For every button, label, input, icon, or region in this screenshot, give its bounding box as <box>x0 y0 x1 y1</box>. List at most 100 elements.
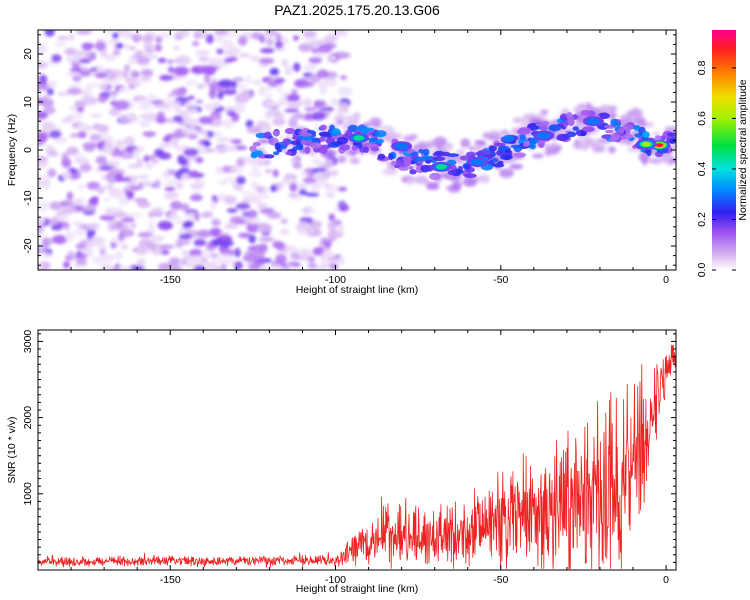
heatmap-cell-859 <box>119 30 130 39</box>
heatmap-cell-711 <box>126 112 136 121</box>
heatmap-cell-875 <box>38 174 50 183</box>
heatmap-cell-107 <box>272 169 279 178</box>
heatmap-cell-478 <box>227 110 236 117</box>
heatmap-cell-102 <box>128 45 137 51</box>
heatmap-cell-511 <box>128 265 144 270</box>
heatmap-cell-22 <box>99 49 108 58</box>
heatmap-cell-90 <box>264 30 277 37</box>
heatmap-cell-93 <box>168 257 181 266</box>
heatmap-cell-1263 <box>654 135 662 141</box>
heatmap-cell-1471 <box>582 126 595 133</box>
heatmap-cell-367 <box>164 186 176 192</box>
heatmap-cell-620 <box>177 154 185 165</box>
heatmap-cell-668 <box>301 206 315 216</box>
heatmap-cell-835 <box>259 47 275 54</box>
heatmap-cell-574 <box>52 234 68 245</box>
heatmap-cell-1140 <box>572 143 579 149</box>
heatmap-cell-722 <box>66 87 82 95</box>
heatmap-cell-426 <box>100 254 116 262</box>
heatmap-cell-544 <box>235 203 251 210</box>
heatmap-cell-632 <box>67 250 75 259</box>
heatmap-cell-1072 <box>425 183 440 191</box>
heatmap-cell-776 <box>123 64 131 72</box>
heatmap-cell-1418 <box>351 145 359 151</box>
heatmap-cell-1265 <box>296 143 304 151</box>
x-tick-label: -150 <box>160 274 181 286</box>
heatmap-cell-637 <box>248 171 264 178</box>
heatmap-cell-557 <box>187 170 200 179</box>
heatmap-cell-860 <box>75 243 86 250</box>
heatmap-cell-666 <box>193 211 201 222</box>
heatmap-cell-823 <box>38 134 47 144</box>
heatmap-cell-867 <box>151 235 165 242</box>
heatmap-cell-534 <box>242 211 250 217</box>
heatmap-cell-519 <box>336 224 345 235</box>
heatmap-cell-1378 <box>264 154 275 159</box>
spectrogram-x-axis-label: Height of straight line (km) <box>296 284 419 296</box>
heatmap-cell-397 <box>147 93 157 102</box>
heatmap-cell-1475 <box>282 138 290 146</box>
heatmap-cell-402 <box>336 51 351 59</box>
heatmap-cell-1152 <box>619 114 633 122</box>
heatmap-cell-1012 <box>664 126 676 131</box>
heatmap-cell-486 <box>127 180 137 186</box>
heatmap-cell-327 <box>313 180 329 187</box>
heatmap-cell-656 <box>175 216 183 221</box>
heatmap-cell-391 <box>61 170 72 180</box>
heatmap-cell-852 <box>311 111 326 121</box>
heatmap-cell-919 <box>531 153 544 159</box>
heatmap-cell-1139 <box>543 144 559 150</box>
heatmap-cell-749 <box>322 237 337 242</box>
heatmap-cell-381 <box>293 35 299 41</box>
heatmap-cell-1136 <box>627 109 644 118</box>
heatmap-cell-336 <box>163 182 175 186</box>
heatmap-cell-696 <box>147 211 155 218</box>
heatmap-cell-1407 <box>285 151 293 156</box>
heatmap-cell-306 <box>38 160 49 168</box>
heatmap-cell-868 <box>272 240 284 249</box>
heatmap-cell-829 <box>82 204 97 212</box>
heatmap-cell-898 <box>337 102 349 111</box>
heatmap-cell-281 <box>125 190 135 200</box>
heatmap-cell-745 <box>80 65 88 72</box>
heatmap-cell-593 <box>97 243 107 250</box>
heatmap-peak-3-level-1 <box>394 142 409 150</box>
heatmap-cell-895 <box>169 211 177 222</box>
heatmap-cell-1371 <box>617 128 625 134</box>
heatmap-cell-1359 <box>320 124 327 131</box>
heatmap-cell-297 <box>247 246 256 251</box>
heatmap-cell-1457 <box>667 132 676 137</box>
heatmap-cell-669 <box>310 220 322 229</box>
heatmap-cell-686 <box>136 56 150 66</box>
heatmap-cell-771 <box>200 250 213 259</box>
heatmap-cell-252 <box>209 111 222 121</box>
heatmap-cell-1129 <box>368 117 382 128</box>
heatmap-cell-1389 <box>559 121 569 126</box>
heatmap-cell-1453 <box>567 115 575 122</box>
heatmap-cell-508 <box>130 70 138 78</box>
heatmap-cell-452 <box>158 244 175 250</box>
heatmap-cell-320 <box>258 57 275 65</box>
heatmap-cell-729 <box>157 152 172 160</box>
heatmap-cell-182 <box>154 179 161 189</box>
heatmap-cell-853 <box>117 266 133 270</box>
heatmap-cell-870 <box>113 100 130 111</box>
heatmap-cell-684 <box>118 144 126 151</box>
heatmap-peak-2-level-2 <box>353 135 365 141</box>
heatmap-cell-585 <box>94 125 110 132</box>
heatmap-cell-752 <box>201 211 214 218</box>
heatmap-cell-793 <box>185 258 197 268</box>
heatmap-cell-376 <box>303 63 317 72</box>
heatmap-cell-877 <box>217 79 234 88</box>
heatmap-cell-293 <box>336 256 346 266</box>
heatmap-cell-733 <box>135 247 149 256</box>
heatmap-cell-302 <box>94 41 107 51</box>
heatmap-cell-834 <box>105 183 114 190</box>
x-tick-label: -150 <box>160 574 181 586</box>
heatmap-cell-862 <box>90 236 105 245</box>
heatmap-cell-552 <box>99 215 116 221</box>
heatmap-cell-159 <box>237 35 248 46</box>
heatmap-cell-770 <box>180 260 188 266</box>
heatmap-cell-663 <box>312 247 325 256</box>
heatmap-cell-1427 <box>319 136 326 141</box>
